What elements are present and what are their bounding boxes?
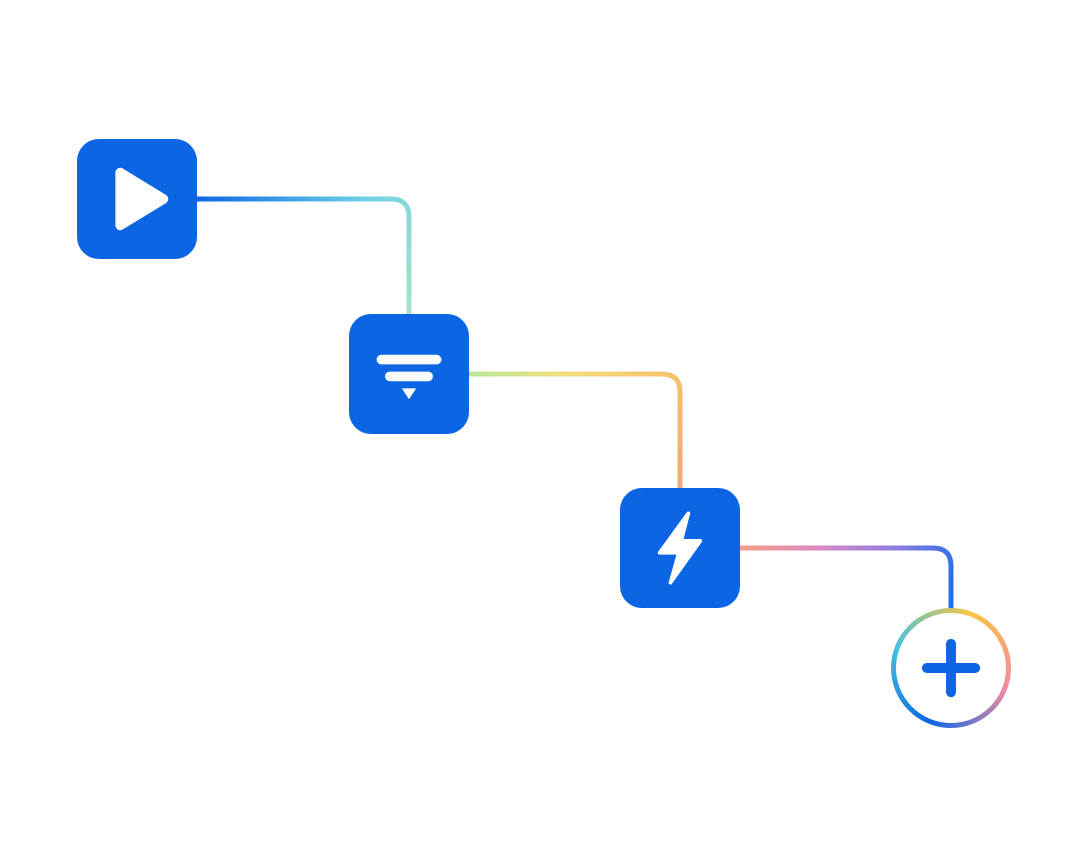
node-add[interactable] [891, 608, 1011, 728]
play-icon [77, 139, 197, 259]
node-trigger[interactable] [77, 139, 197, 259]
plus-icon [896, 613, 1006, 723]
add-node-inner [896, 613, 1006, 723]
workflow-diagram [0, 0, 1081, 859]
bolt-icon [620, 488, 740, 608]
node-action[interactable] [620, 488, 740, 608]
filter-icon [349, 314, 469, 434]
connector-trigger-filter [197, 199, 409, 314]
connector-filter-action [469, 374, 680, 488]
node-filter[interactable] [349, 314, 469, 434]
connector-action-add [740, 548, 951, 608]
connectors-layer [0, 0, 1081, 859]
